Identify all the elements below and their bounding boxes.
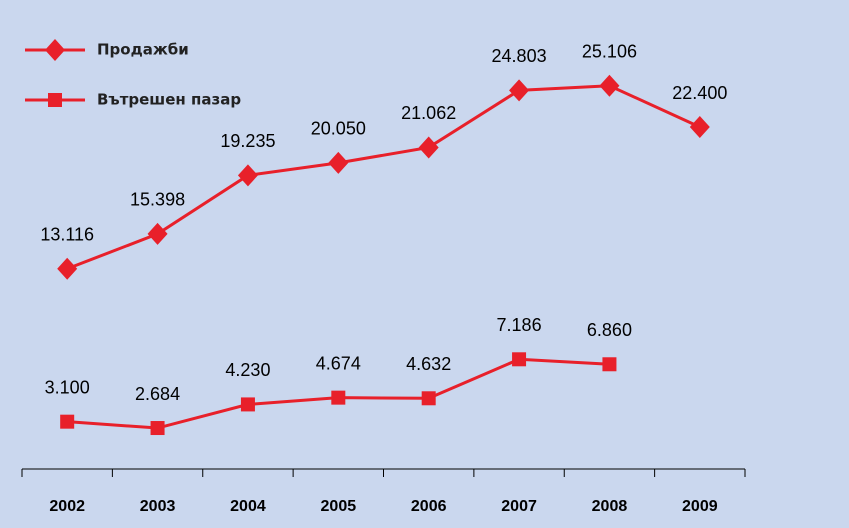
data-label: 7.186	[497, 315, 542, 335]
data-label: 6.860	[587, 320, 632, 340]
marker	[48, 93, 62, 107]
data-label: 3.100	[45, 377, 90, 397]
series-line	[66, 84, 701, 271]
x-tick-label: 2009	[682, 498, 718, 515]
data-label: 25.106	[582, 41, 637, 61]
data-label: 4.230	[225, 360, 270, 380]
marker	[599, 74, 620, 97]
x-tick-label: 2003	[140, 498, 176, 515]
marker	[240, 397, 255, 412]
data-label: 4.632	[406, 354, 451, 374]
marker	[418, 136, 439, 159]
data-label: 22.400	[672, 83, 727, 103]
legend-label: Продажби	[97, 41, 189, 59]
marker	[512, 352, 527, 367]
x-tick-label: 2007	[501, 498, 537, 515]
data-label: 2.684	[135, 384, 180, 404]
data-label: 15.398	[130, 190, 185, 210]
marker	[57, 257, 78, 280]
marker	[331, 390, 346, 405]
marker	[602, 357, 617, 372]
marker	[328, 151, 349, 174]
legend-label: Вътрешен пазар	[97, 91, 241, 109]
marker	[509, 79, 530, 102]
marker	[147, 222, 168, 245]
data-label: 24.803	[492, 46, 547, 66]
x-tick-label: 2002	[49, 498, 85, 515]
marker	[45, 39, 65, 61]
marker	[60, 414, 75, 429]
x-tick-label: 2004	[230, 498, 266, 515]
x-tick-label: 2005	[321, 498, 357, 515]
marker	[150, 421, 165, 436]
marker	[421, 391, 436, 406]
data-label: 21.062	[401, 103, 456, 123]
marker	[689, 116, 710, 139]
data-label: 20.050	[311, 119, 366, 139]
x-tick-label: 2008	[592, 498, 628, 515]
data-label: 4.674	[316, 353, 361, 373]
x-tick-label: 2006	[411, 498, 447, 515]
data-label: 13.116	[40, 225, 94, 245]
data-label: 19.235	[220, 131, 275, 151]
marker	[237, 164, 258, 187]
